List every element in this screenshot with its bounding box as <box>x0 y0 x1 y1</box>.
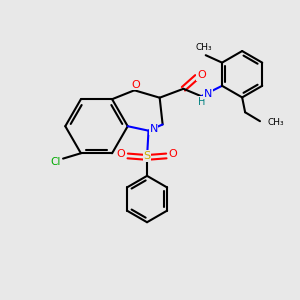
Text: O: O <box>117 149 125 160</box>
Text: N: N <box>204 89 212 99</box>
Text: O: O <box>169 149 177 160</box>
Text: Cl: Cl <box>50 157 61 167</box>
Text: S: S <box>143 151 151 161</box>
Text: N: N <box>149 124 158 134</box>
Text: CH₃: CH₃ <box>196 43 213 52</box>
Text: H: H <box>198 97 206 106</box>
Text: O: O <box>197 70 206 80</box>
Text: O: O <box>131 80 140 90</box>
Text: CH₃: CH₃ <box>267 118 284 127</box>
